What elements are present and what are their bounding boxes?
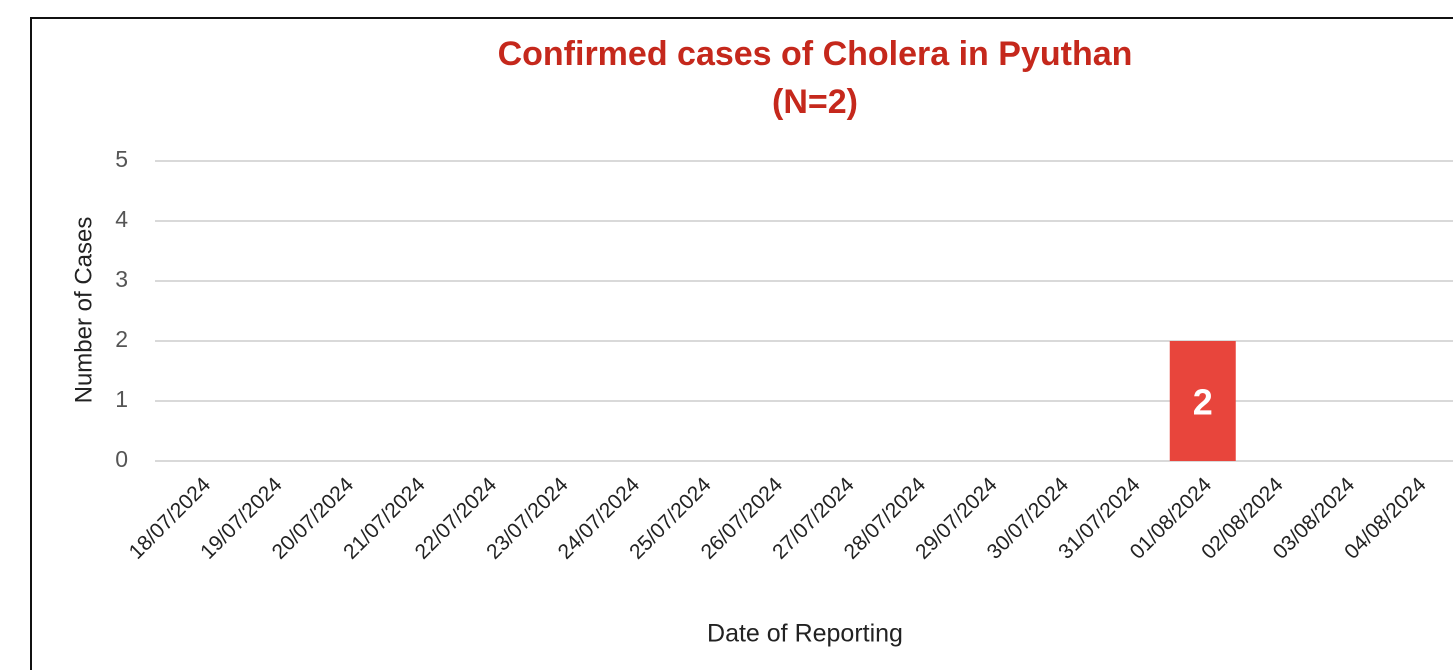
y-tick-label: 2 (115, 326, 128, 352)
chart-title: Confirmed cases of Cholera in Pyuthan (N… (497, 35, 1133, 121)
y-tick-label: 1 (115, 386, 128, 412)
x-axis-label: Date of Reporting (707, 620, 903, 648)
bar (1169, 341, 1236, 461)
chart-frame (30, 17, 1453, 670)
y-tick-label: 4 (115, 206, 128, 232)
data-label: 2 (1193, 382, 1213, 423)
y-axis-label: Number of Cases (70, 217, 97, 404)
y-tick-label: 3 (115, 266, 128, 292)
y-tick-label: 5 (115, 146, 128, 172)
y-tick-label: 0 (115, 446, 128, 472)
